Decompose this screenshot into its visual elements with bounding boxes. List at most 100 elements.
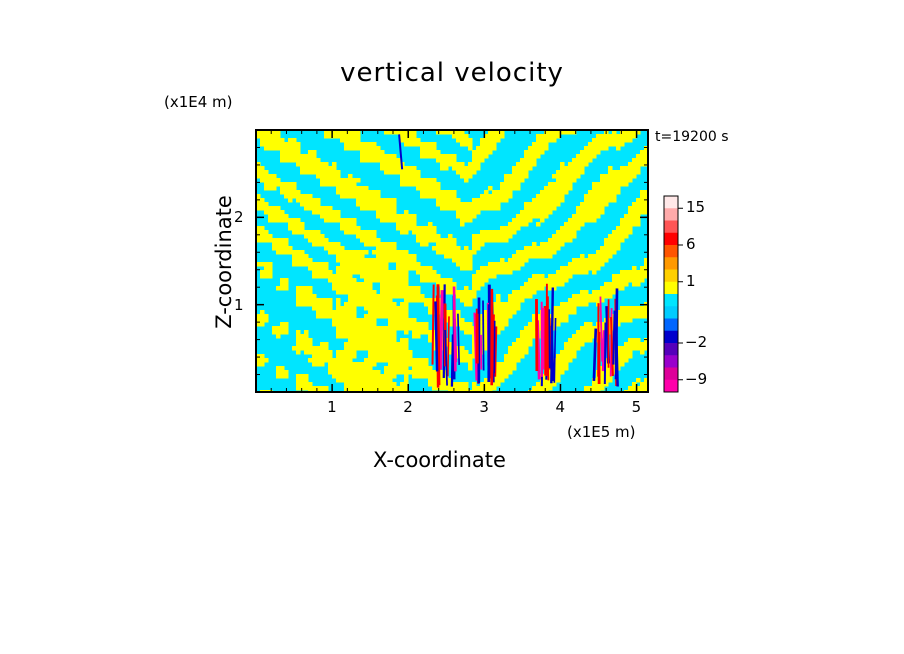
field-cell xyxy=(352,186,357,191)
field-cell xyxy=(280,322,285,327)
field-cell xyxy=(632,282,637,287)
field-cell xyxy=(376,350,381,355)
field-cell xyxy=(480,138,485,143)
field-cell xyxy=(348,130,353,135)
field-cell xyxy=(392,154,397,159)
field-cell xyxy=(308,386,313,391)
field-cell xyxy=(292,222,297,227)
field-cell xyxy=(636,314,641,319)
field-cell xyxy=(600,294,605,299)
field-cell xyxy=(352,250,357,255)
field-cell xyxy=(488,386,493,391)
field-cell xyxy=(344,194,349,199)
field-cell xyxy=(544,246,549,251)
field-cell xyxy=(412,262,417,267)
field-cell xyxy=(476,270,481,275)
field-cell xyxy=(492,238,497,243)
field-cell xyxy=(448,386,453,391)
field-cell xyxy=(460,134,465,139)
field-cell xyxy=(600,290,605,295)
field-cell xyxy=(352,374,357,379)
field-cell xyxy=(564,182,569,187)
field-cell xyxy=(416,286,421,291)
field-cell xyxy=(308,298,313,303)
field-cell xyxy=(384,158,389,163)
field-cell xyxy=(300,258,305,263)
field-cell xyxy=(280,138,285,143)
field-cell xyxy=(396,218,401,223)
field-cell xyxy=(352,230,357,235)
field-cell xyxy=(328,350,333,355)
field-cell xyxy=(632,338,637,343)
field-cell xyxy=(280,330,285,335)
field-cell xyxy=(372,374,377,379)
field-cell xyxy=(364,294,369,299)
field-cell xyxy=(404,226,409,231)
field-cell xyxy=(584,210,589,215)
field-cell xyxy=(396,366,401,371)
field-cell xyxy=(600,190,605,195)
field-cell xyxy=(632,134,637,139)
field-cell xyxy=(428,150,433,155)
field-cell xyxy=(276,238,281,243)
field-cell xyxy=(588,198,593,203)
field-cell xyxy=(384,218,389,223)
field-cell xyxy=(472,166,477,171)
field-cell xyxy=(332,166,337,171)
field-cell xyxy=(336,334,341,339)
field-cell xyxy=(348,342,353,347)
field-cell xyxy=(332,374,337,379)
field-cell xyxy=(280,218,285,223)
field-cell xyxy=(284,214,289,219)
field-cell xyxy=(400,138,405,143)
field-cell xyxy=(496,314,501,319)
field-cell xyxy=(332,134,337,139)
field-cell xyxy=(432,334,437,339)
field-cell xyxy=(368,370,373,375)
field-cell xyxy=(620,178,625,183)
field-cell xyxy=(644,382,648,387)
field-cell xyxy=(620,130,625,135)
field-cell xyxy=(524,170,529,175)
field-cell xyxy=(352,142,357,147)
field-cell xyxy=(540,218,545,223)
field-cell xyxy=(264,146,269,151)
field-cell xyxy=(324,274,329,279)
field-cell xyxy=(348,270,353,275)
field-cell xyxy=(308,198,313,203)
field-cell xyxy=(300,194,305,199)
field-cell xyxy=(496,306,501,311)
field-cell xyxy=(564,366,569,371)
field-cell xyxy=(292,254,297,259)
field-cell xyxy=(500,326,505,331)
field-cell xyxy=(472,170,477,175)
field-cell xyxy=(368,238,373,243)
field-cell xyxy=(432,190,437,195)
field-cell xyxy=(276,142,281,147)
field-cell xyxy=(632,210,637,215)
field-cell xyxy=(352,302,357,307)
field-cell xyxy=(620,310,625,315)
field-cell xyxy=(368,362,373,367)
field-cell xyxy=(472,350,477,355)
field-cell xyxy=(260,354,265,359)
field-cell xyxy=(440,238,445,243)
field-cell xyxy=(448,198,453,203)
field-cell xyxy=(616,286,621,291)
field-cell xyxy=(548,250,553,255)
field-cell xyxy=(396,262,401,267)
field-cell xyxy=(604,202,609,207)
field-cell xyxy=(448,154,453,159)
field-cell xyxy=(536,198,541,203)
field-cell xyxy=(360,318,365,323)
field-cell xyxy=(344,310,349,315)
field-cell xyxy=(284,238,289,243)
field-cell xyxy=(584,258,589,263)
field-cell xyxy=(384,378,389,383)
field-cell xyxy=(524,222,529,227)
field-cell xyxy=(388,322,393,327)
field-cell xyxy=(476,278,481,283)
field-cell xyxy=(404,262,409,267)
field-cell xyxy=(352,354,357,359)
field-cell xyxy=(628,338,633,343)
